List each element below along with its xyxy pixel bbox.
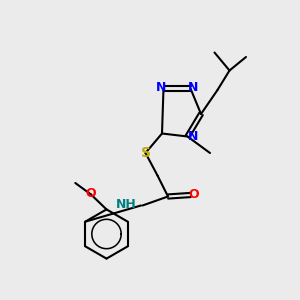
Text: N: N [156,81,166,94]
Text: O: O [85,187,96,200]
Text: N: N [188,130,198,143]
Text: O: O [189,188,200,202]
Text: NH: NH [116,198,137,212]
Text: S: S [140,146,151,160]
Text: N: N [188,81,198,94]
